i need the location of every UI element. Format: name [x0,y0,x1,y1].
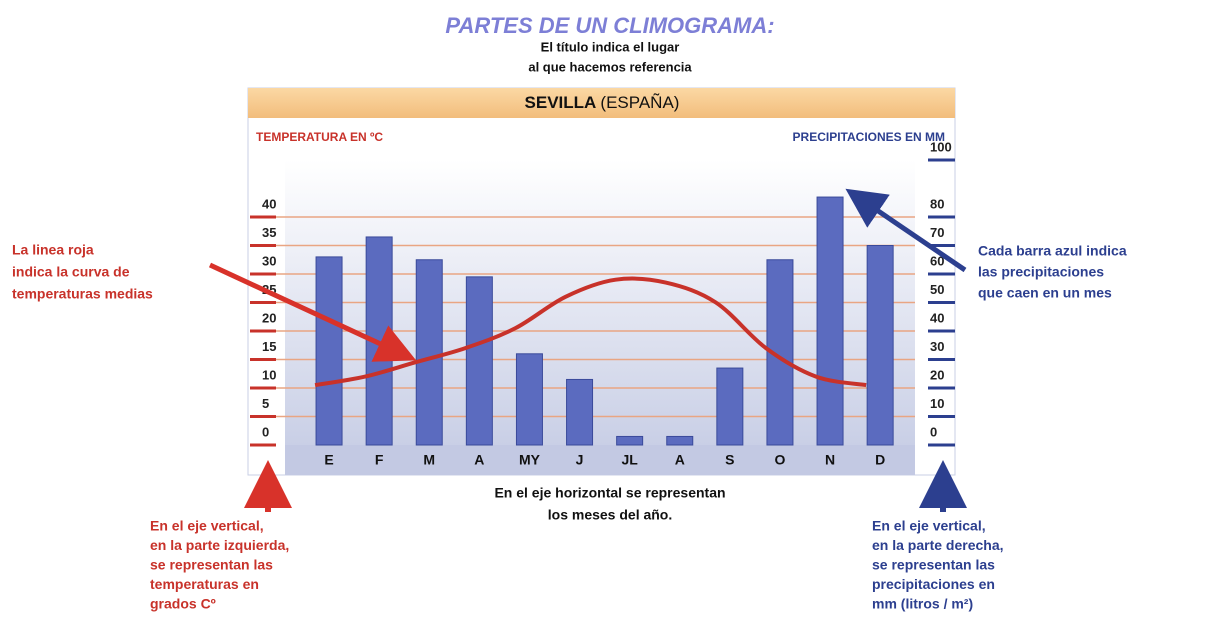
title-note: al que hacemos referencia [528,59,692,74]
x-tick-label: D [875,452,885,468]
y2-tick-label: 10 [930,396,944,411]
annotation: temperaturas en [150,576,259,592]
y2-tick-label: 50 [930,282,944,297]
annotation: que caen en un mes [978,285,1112,301]
y2-tick-label: 70 [930,225,944,240]
bar [315,256,343,446]
y-tick-label: 35 [262,225,276,240]
title-note: El título indica el lugar [541,39,680,54]
title-place: SEVILLA [525,93,597,112]
y2-tick-label: 100 [930,139,952,154]
x-tick-label: O [775,452,786,468]
title-band [248,88,955,118]
bar [415,259,443,446]
annotation: En el eje vertical, [150,518,264,534]
y2-tick-label: 40 [930,310,944,325]
y2-tick-label: 20 [930,367,944,382]
y-tick-label: 10 [262,367,276,382]
annotation: En el eje horizontal se representan [494,485,725,501]
x-tick-label: A [675,452,685,468]
y-tick-label: 20 [262,310,276,325]
arrow [208,262,417,362]
x-tick-label: M [423,452,435,468]
bar [465,276,493,446]
y-tick-label: 0 [262,424,269,439]
annotation: en la parte derecha, [872,537,1004,553]
y2-axis-label: PRECIPITACIONES EN MM [793,130,945,144]
bar [866,245,894,446]
annotation: La linea roja [12,242,94,258]
y-axis-label: TEMPERATURA EN ºC [256,130,383,144]
temperature-line [314,276,867,388]
x-tick-label: N [825,452,835,468]
annotation: temperaturas medias [12,286,153,302]
x-tick-label: MY [519,452,541,468]
y-tick-label: 5 [262,396,269,411]
annotation: se representan las [872,557,995,573]
annotation: Cada barra azul indica [978,243,1127,259]
bar [716,367,744,446]
x-tick-label: S [725,452,734,468]
month-band [285,445,915,475]
bar [515,353,543,446]
x-tick-label: JL [621,452,638,468]
y-tick-label: 40 [262,196,276,211]
annotation: las precipitaciones [978,264,1104,280]
y2-tick-label: 60 [930,253,944,268]
heading: PARTES DE UN CLIMOGRAMA: [445,13,774,38]
x-tick-label: E [324,452,333,468]
annotation: precipitaciones en [872,576,995,592]
y-tick-label: 30 [262,253,276,268]
x-tick-label: A [474,452,484,468]
chart-title: SEVILLA (ESPAÑA) [525,93,680,112]
bar [816,196,844,446]
bar [616,435,644,446]
annotation: en la parte izquierda, [150,537,289,553]
arrow [845,188,967,273]
y2-tick-label: 80 [930,196,944,211]
y-tick-label: 15 [262,339,276,354]
y2-tick-label: 0 [930,424,937,439]
x-tick-label: J [576,452,584,468]
x-tick-label: F [375,452,384,468]
annotation: indica la curva de [12,264,130,280]
bar [666,435,694,446]
annotation: mm (litros / m²) [872,596,973,612]
annotation: En el eje vertical, [872,518,986,534]
annotation: los meses del año. [548,507,673,523]
annotation: grados Cº [150,596,216,612]
notes: La linea roja indica la curva de temperatu… [12,242,1127,612]
title-country: (ESPAÑA) [600,93,679,112]
y2-tick-label: 30 [930,339,944,354]
annotation: se representan las [150,557,273,573]
bar [566,378,594,446]
